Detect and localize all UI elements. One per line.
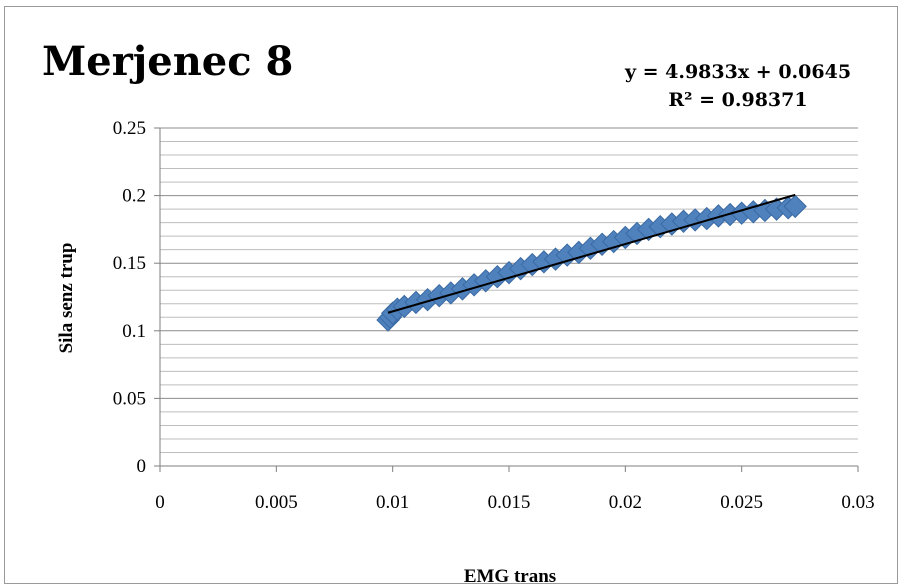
data-point [783, 194, 807, 219]
y-tick-label: 0.2 [122, 186, 146, 207]
y-axis-title: Sila senz trup [56, 243, 77, 354]
y-tick-label: 0.1 [122, 321, 146, 342]
x-tick-label: 0.01 [376, 492, 409, 513]
x-tick-label: 0.03 [841, 492, 874, 513]
trendline [387, 193, 796, 314]
chart-title: Merjenec 8 [42, 38, 294, 85]
y-tick-label: 0 [137, 456, 147, 477]
minor-gridlines [160, 141, 858, 453]
trendline-r2: R² = 0.98371 [668, 89, 808, 111]
x-axis-title: EMG trans [464, 566, 556, 587]
x-tick-label: 0.005 [255, 492, 298, 513]
y-tick-label: 0.05 [113, 388, 146, 409]
trendline-equation: y = 4.9833x + 0.0645 [624, 61, 852, 83]
x-tick-label: 0.02 [609, 492, 642, 513]
y-tick-label: 0.25 [113, 118, 146, 139]
tick-labels: 0 0.05 0.1 0.15 0.2 0.25 0 0.005 0.01 0.015 0.02 0.… [113, 118, 875, 513]
x-tick-label: 0 [155, 492, 165, 513]
x-tick-label: 0.025 [720, 492, 763, 513]
axes [154, 127, 859, 472]
trendline-equation-box: y = 4.9833x + 0.0645 R² = 0.98371 [608, 58, 868, 114]
trendline-group [387, 193, 796, 314]
y-tick-label: 0.15 [113, 253, 146, 274]
x-tick-label: 0.015 [488, 492, 531, 513]
